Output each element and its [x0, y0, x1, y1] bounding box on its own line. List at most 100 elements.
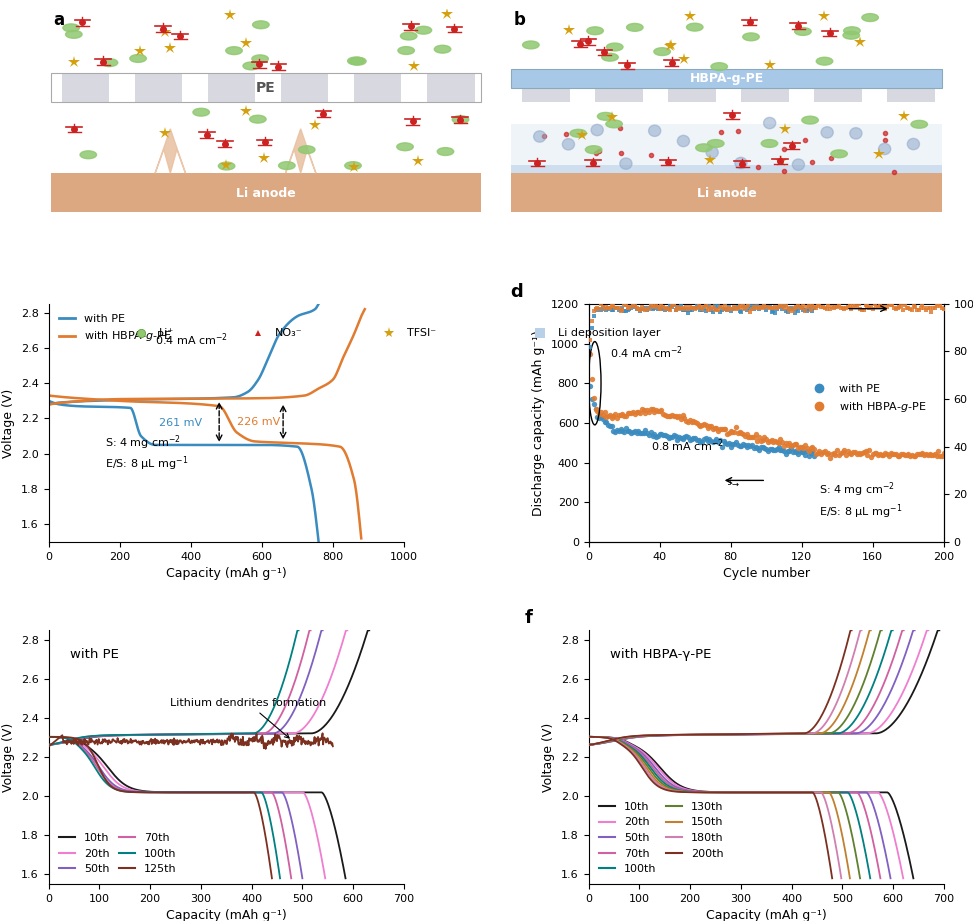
- Point: [760, 434, 775, 449]
- Point: [717, 422, 733, 437]
- Point: [840, 443, 855, 458]
- Circle shape: [349, 57, 366, 65]
- Point: [790, 447, 806, 461]
- Point: [695, 303, 710, 318]
- Point: [764, 442, 779, 457]
- Point: [828, 448, 844, 462]
- Point: [739, 299, 754, 314]
- Text: S: 4 mg cm$^{-2}$
E/S: 8 μL mg$^{-1}$: S: 4 mg cm$^{-2}$ E/S: 8 μL mg$^{-1}$: [819, 481, 903, 520]
- Point: [833, 301, 848, 316]
- Text: f: f: [524, 609, 532, 626]
- Point: [686, 414, 702, 428]
- Point: [822, 301, 838, 316]
- Point: [607, 425, 623, 439]
- Point: [691, 298, 706, 313]
- Point: [778, 436, 794, 450]
- Point: [884, 297, 900, 312]
- Point: [932, 449, 948, 463]
- Point: [609, 423, 625, 437]
- Point: [622, 423, 637, 437]
- Point: [595, 300, 611, 315]
- Point: [775, 298, 790, 313]
- Point: [675, 301, 691, 316]
- Point: [831, 448, 847, 462]
- Point: [669, 410, 685, 425]
- Point: [913, 300, 928, 315]
- Point: [656, 406, 671, 421]
- Point: [626, 298, 641, 313]
- Point: [796, 303, 811, 318]
- Point: [669, 299, 685, 314]
- Point: [629, 300, 644, 315]
- Point: [764, 432, 779, 447]
- Point: [721, 300, 737, 315]
- Point: [654, 301, 669, 316]
- Point: [693, 419, 708, 434]
- Point: [592, 301, 607, 316]
- Text: 0.4 mA cm$^{-2}$: 0.4 mA cm$^{-2}$: [156, 332, 228, 348]
- Point: [727, 425, 742, 439]
- Point: [667, 297, 682, 312]
- Point: [760, 300, 775, 315]
- Point: [861, 443, 877, 458]
- Point: [934, 449, 950, 464]
- Point: [680, 306, 696, 321]
- Point: [676, 411, 692, 426]
- Point: [705, 305, 721, 320]
- Legend: with PE, with HBPA-$g$-PE: with PE, with HBPA-$g$-PE: [54, 309, 176, 348]
- X-axis label: Capacity (mAh g⁻¹): Capacity (mAh g⁻¹): [705, 909, 827, 921]
- Point: [867, 297, 883, 311]
- Point: [811, 443, 827, 458]
- FancyBboxPatch shape: [512, 123, 942, 173]
- Point: [627, 406, 642, 421]
- Point: [714, 422, 730, 437]
- Point: [728, 420, 743, 435]
- Point: [710, 303, 726, 318]
- Point: [695, 418, 710, 433]
- Point: [744, 437, 760, 452]
- Point: [605, 303, 621, 318]
- Point: [908, 449, 923, 463]
- Point: [613, 422, 629, 437]
- Point: [895, 447, 911, 461]
- Point: [615, 301, 631, 316]
- Point: [787, 300, 803, 315]
- Point: [661, 300, 676, 315]
- Point: [618, 297, 633, 312]
- Point: [702, 432, 717, 447]
- Point: [739, 427, 754, 442]
- Point: [697, 300, 712, 315]
- Point: [637, 423, 653, 437]
- Point: [667, 297, 682, 311]
- Point: [799, 303, 814, 318]
- Point: [766, 435, 781, 449]
- Point: [624, 405, 639, 420]
- Point: [927, 447, 943, 461]
- Point: [634, 426, 650, 440]
- Point: [600, 302, 616, 317]
- Ellipse shape: [533, 131, 546, 142]
- Point: [755, 432, 771, 447]
- Point: [604, 411, 620, 426]
- Point: [775, 301, 790, 316]
- Circle shape: [129, 54, 146, 63]
- Point: [684, 303, 700, 318]
- Point: [902, 302, 918, 317]
- Point: [594, 303, 609, 318]
- Point: [695, 435, 710, 449]
- Point: [835, 300, 850, 315]
- Point: [865, 302, 881, 317]
- Point: [707, 434, 723, 449]
- Point: [766, 304, 781, 319]
- Point: [596, 415, 612, 430]
- Circle shape: [586, 146, 602, 154]
- Point: [723, 425, 739, 439]
- Point: [717, 301, 733, 316]
- Point: [586, 397, 601, 412]
- Point: [856, 445, 872, 460]
- Point: [844, 302, 859, 317]
- Point: [594, 297, 609, 311]
- Y-axis label: Voltage (V): Voltage (V): [3, 389, 16, 458]
- Point: [632, 405, 648, 420]
- Point: [792, 443, 808, 458]
